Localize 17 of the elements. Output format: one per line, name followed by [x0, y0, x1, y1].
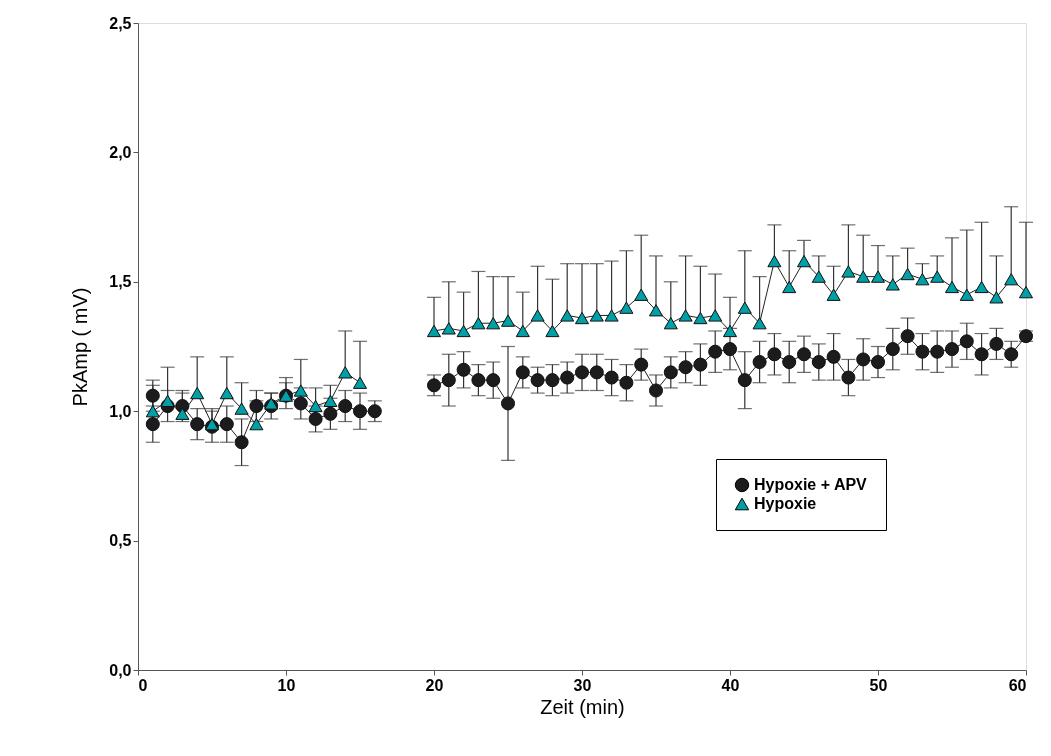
legend-label: Hypoxie + APV — [754, 476, 868, 493]
x-tick-label: 0 — [138, 676, 148, 694]
y-tick-label: 0,0 — [109, 661, 132, 679]
legend-label: Hypoxie — [754, 495, 817, 512]
x-tick-label: 10 — [277, 676, 296, 694]
x-tick-label: 30 — [573, 676, 592, 694]
x-tick-label: 50 — [869, 676, 888, 694]
y-tick-label: 1,5 — [109, 273, 132, 291]
x-axis-title: Zeit (min) — [540, 695, 625, 718]
y-tick-label: 1,0 — [109, 402, 132, 420]
y-axis-title: PkAmp ( mV) — [69, 287, 92, 407]
y-tick-label: 0,5 — [109, 532, 132, 550]
y-tick-label: 2,0 — [109, 143, 132, 161]
x-tick-label: 60 — [1008, 676, 1027, 694]
y-tick-label: 2,5 — [109, 14, 132, 32]
x-tick-label: 20 — [425, 676, 444, 694]
x-tick-label: 40 — [721, 676, 740, 694]
